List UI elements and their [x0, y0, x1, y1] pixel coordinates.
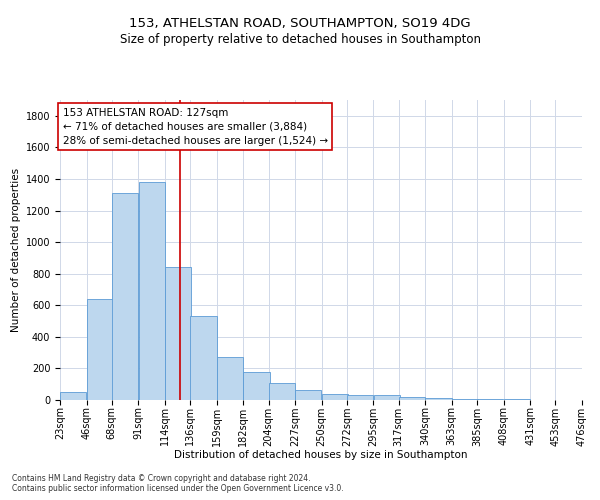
Bar — [139, 182, 164, 400]
Bar — [190, 316, 217, 400]
Bar — [347, 396, 373, 400]
Bar — [425, 398, 452, 400]
Bar — [452, 398, 478, 400]
Y-axis label: Number of detached properties: Number of detached properties — [11, 168, 22, 332]
Bar — [295, 390, 322, 400]
Text: Contains public sector information licensed under the Open Government Licence v3: Contains public sector information licen… — [12, 484, 344, 493]
Bar — [244, 372, 269, 400]
Bar — [269, 384, 295, 400]
Bar — [478, 399, 503, 400]
Text: 153 ATHELSTAN ROAD: 127sqm
← 71% of detached houses are smaller (3,884)
28% of s: 153 ATHELSTAN ROAD: 127sqm ← 71% of deta… — [62, 108, 328, 146]
Bar — [165, 268, 191, 400]
Bar — [374, 396, 400, 400]
Bar — [112, 193, 138, 400]
Text: Size of property relative to detached houses in Southampton: Size of property relative to detached ho… — [119, 32, 481, 46]
Bar — [322, 394, 348, 400]
Bar — [60, 392, 86, 400]
Text: 153, ATHELSTAN ROAD, SOUTHAMPTON, SO19 4DG: 153, ATHELSTAN ROAD, SOUTHAMPTON, SO19 4… — [129, 18, 471, 30]
Text: Contains HM Land Registry data © Crown copyright and database right 2024.: Contains HM Land Registry data © Crown c… — [12, 474, 311, 483]
Bar — [217, 358, 243, 400]
X-axis label: Distribution of detached houses by size in Southampton: Distribution of detached houses by size … — [174, 450, 468, 460]
Bar — [399, 397, 425, 400]
Bar — [86, 299, 113, 400]
